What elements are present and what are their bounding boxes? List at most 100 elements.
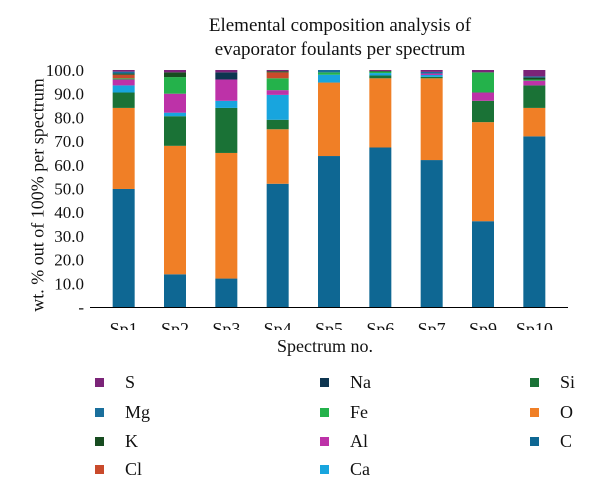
bar-segment-mg-sp7 bbox=[420, 71, 443, 74]
legend-swatch bbox=[320, 377, 329, 387]
bar-segment-cl-sp1 bbox=[112, 74, 135, 79]
y-axis-label: wt. % out of 100% per spectrum bbox=[27, 78, 48, 312]
bar-segment-c-sp2 bbox=[164, 274, 186, 307]
y-tick-label: 50.0 bbox=[54, 180, 84, 199]
legend-label: Mg bbox=[125, 401, 151, 422]
legend-item-k: K bbox=[95, 431, 138, 451]
legend-item-mg: Mg bbox=[95, 402, 150, 422]
bar-segment-c-sp5 bbox=[318, 156, 340, 307]
bar-segment-s-sp4 bbox=[266, 70, 289, 72]
bar-segment-si-sp6 bbox=[369, 75, 392, 79]
bar-segment-o-sp5 bbox=[318, 82, 340, 157]
y-tick-label: 10.0 bbox=[54, 274, 84, 293]
legend-item-fe: Fe bbox=[320, 402, 368, 422]
bar-segment-al-sp10 bbox=[523, 80, 546, 86]
bar-segment-fe-sp2 bbox=[164, 77, 186, 94]
bar-segment-s-sp7 bbox=[420, 70, 443, 72]
legend-swatch bbox=[320, 407, 329, 417]
bar-segment-ca-sp3 bbox=[215, 100, 238, 108]
legend-swatch bbox=[320, 464, 329, 474]
legend-label: Ca bbox=[350, 458, 370, 479]
legend-swatch bbox=[530, 436, 539, 446]
bar-segment-o-sp2 bbox=[164, 145, 186, 275]
bar-segment-s-sp6 bbox=[369, 70, 392, 71]
legend-label: Na bbox=[350, 371, 371, 392]
bar-segment-o-sp3 bbox=[215, 152, 238, 279]
legend-label: Al bbox=[350, 430, 368, 451]
legend-item-na: Na bbox=[320, 372, 371, 392]
bar-segment-k-sp2 bbox=[164, 72, 186, 78]
bar-segment-o-sp9 bbox=[472, 122, 494, 222]
legend-swatch bbox=[95, 377, 104, 387]
bar-segment-na-sp3 bbox=[215, 72, 238, 80]
legend-item-ca: Ca bbox=[320, 459, 370, 479]
bar-segment-mg-sp5 bbox=[318, 70, 340, 73]
bar-segment-s-sp3 bbox=[215, 70, 238, 73]
bar-segment-s-sp10 bbox=[523, 70, 546, 77]
y-tick-label: 20.0 bbox=[54, 251, 84, 270]
bar-segment-mg-sp1 bbox=[112, 71, 135, 74]
bar-segment-k-sp10 bbox=[523, 77, 546, 80]
legend-swatch bbox=[320, 436, 329, 446]
bar-segment-ca-sp7 bbox=[420, 74, 443, 77]
bar-segment-fe-sp1 bbox=[112, 78, 135, 80]
bar-segment-si-sp2 bbox=[164, 116, 186, 146]
bar-segment-al-sp4 bbox=[266, 90, 289, 95]
legend-item-si: Si bbox=[530, 372, 575, 392]
bar-segment-al-sp1 bbox=[112, 79, 135, 86]
x-tick-label: Sp5 bbox=[315, 319, 343, 330]
legend-swatch bbox=[95, 436, 104, 446]
bar-segment-c-sp9 bbox=[472, 221, 494, 307]
bar-segment-fe-sp10 bbox=[523, 79, 546, 81]
legend-swatch bbox=[95, 464, 104, 474]
legend-item-cl: Cl bbox=[95, 459, 142, 479]
bar-segment-si-sp1 bbox=[112, 92, 135, 108]
x-tick-label: Sp1 bbox=[110, 319, 138, 330]
bar-segment-cl-sp4 bbox=[266, 72, 289, 79]
bar-segment-k-sp4 bbox=[266, 71, 289, 73]
x-tick-label: Sp7 bbox=[418, 319, 446, 330]
y-tick-label: 80.0 bbox=[54, 108, 84, 127]
x-tick-label: Sp3 bbox=[212, 319, 240, 330]
bar-segment-al-sp2 bbox=[164, 93, 186, 113]
bar-segment-c-sp4 bbox=[266, 183, 289, 307]
x-tick-label: Sp2 bbox=[161, 319, 189, 330]
bar-segment-ca-sp1 bbox=[112, 85, 135, 93]
x-tick-label: Sp6 bbox=[366, 319, 394, 330]
y-tick-label: - bbox=[78, 298, 84, 317]
bar-segment-si-sp7 bbox=[420, 76, 443, 79]
bar-segment-ca-sp6 bbox=[369, 73, 392, 76]
legend-label: Fe bbox=[350, 401, 368, 422]
legend-swatch bbox=[530, 377, 539, 387]
bar-segment-o-sp7 bbox=[420, 78, 443, 161]
bar-segment-si-sp10 bbox=[523, 85, 546, 108]
x-tick-label: Sp4 bbox=[264, 319, 292, 330]
bar-segment-c-sp7 bbox=[420, 160, 443, 307]
y-tick-label: 40.0 bbox=[54, 203, 84, 222]
y-tick-label: 90.0 bbox=[54, 85, 84, 104]
bar-segment-c-sp6 bbox=[369, 147, 392, 307]
bar-segment-fe-sp6 bbox=[369, 71, 392, 74]
y-tick-label: 30.0 bbox=[54, 227, 84, 246]
bar-segment-c-sp3 bbox=[215, 278, 238, 307]
bar-segment-mg-sp10 bbox=[523, 76, 546, 78]
y-tick-label: 60.0 bbox=[54, 156, 84, 175]
legend-label: K bbox=[125, 430, 138, 451]
bar-segment-ca-sp2 bbox=[164, 112, 186, 117]
bar-segment-o-sp10 bbox=[523, 107, 546, 137]
x-tick-label: Sp9 bbox=[469, 319, 497, 330]
legend-label: S bbox=[125, 371, 136, 392]
bar-segment-al-sp7 bbox=[420, 73, 443, 75]
bar-segment-al-sp3 bbox=[215, 79, 238, 101]
bar-segment-o-sp4 bbox=[266, 129, 289, 184]
legend-item-c: C bbox=[530, 431, 572, 451]
bar-segment-o-sp6 bbox=[369, 78, 392, 148]
stacked-bar-chart: - 10.0 20.0 30.0 40.0 50.0 60.0 70.0 80.0 90.0 100… bbox=[46, 61, 568, 330]
bar-segment-o-sp1 bbox=[112, 107, 135, 189]
x-axis-label: Spectrum no. bbox=[277, 336, 373, 356]
legend-swatch bbox=[530, 407, 539, 417]
legend-swatch bbox=[95, 407, 104, 417]
bar-segment-k-sp1 bbox=[112, 73, 135, 75]
bar-segment-s-sp2 bbox=[164, 70, 186, 73]
bar-segment-si-sp3 bbox=[215, 107, 238, 153]
